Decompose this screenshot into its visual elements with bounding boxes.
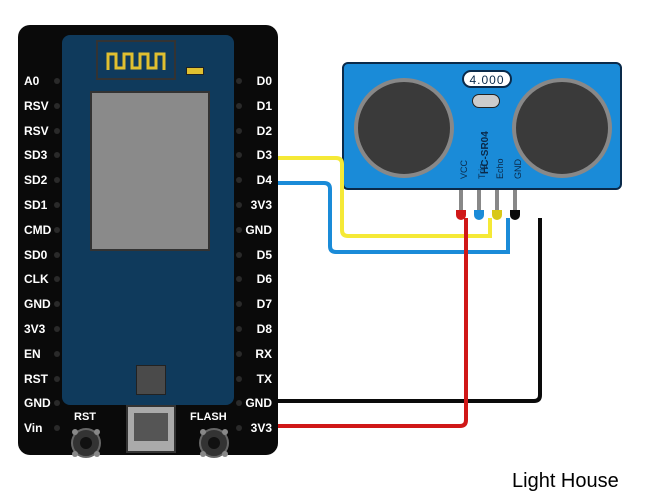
pin-right-D4: D4: [257, 173, 272, 187]
pin-hole: [54, 78, 60, 84]
pin-hole: [54, 202, 60, 208]
sensor-pin-tip-Echo: [492, 210, 502, 220]
pin-hole: [54, 103, 60, 109]
sensor-pin-label-GND: GND: [513, 159, 523, 179]
pin-right-D0: D0: [257, 74, 272, 88]
pin-hole: [54, 128, 60, 134]
sensor-display: 4.000: [462, 70, 512, 88]
sensor-pin-tip-Trig: [474, 210, 484, 220]
pin-hole: [54, 227, 60, 233]
antenna-module: [96, 40, 176, 80]
pin-right-D5: D5: [257, 248, 272, 262]
pin-left-RST: RST: [24, 372, 48, 386]
pin-right-D7: D7: [257, 297, 272, 311]
ultrasonic-sensor: 4.000 HC-SR04 VCCTrigEchoGND: [342, 62, 622, 190]
mcu-board: A0 RSV RSV SD3 SD2 SD1 CMD SD0 CLK GND 3V3 EN RST GND…: [18, 25, 278, 455]
pin-hole: [54, 252, 60, 258]
pin-hole: [236, 425, 242, 431]
pin-left-3V3: 3V3: [24, 322, 45, 336]
rf-shield: [90, 91, 210, 251]
pin-hole: [236, 301, 242, 307]
pin-right-3V3: 3V3: [251, 421, 272, 435]
sensor-pin-label-Echo: Echo: [495, 158, 505, 179]
pin-left-CLK: CLK: [24, 272, 49, 286]
pin-hole: [54, 376, 60, 382]
pin-hole: [54, 301, 60, 307]
page-title: Light House: [512, 470, 619, 493]
pin-hole: [236, 227, 242, 233]
pin-hole: [236, 103, 242, 109]
pin-hole: [54, 351, 60, 357]
pin-hole: [54, 152, 60, 158]
rst-button[interactable]: [68, 425, 104, 461]
pin-right-D3: D3: [257, 148, 272, 162]
sensor-pin-tip-GND: [510, 210, 520, 220]
pin-left-GND: GND: [24, 297, 51, 311]
pin-hole: [236, 326, 242, 332]
pin-hole: [236, 351, 242, 357]
pin-hole: [236, 252, 242, 258]
pin-right-D6: D6: [257, 272, 272, 286]
pin-hole: [236, 177, 242, 183]
pin-hole: [54, 177, 60, 183]
crystal: [472, 94, 500, 108]
pin-right-GND: GND: [245, 223, 272, 237]
led-indicator: [186, 67, 204, 75]
pin-hole: [54, 400, 60, 406]
pin-right-D1: D1: [257, 99, 272, 113]
pin-left-Vin: Vin: [24, 421, 42, 435]
pin-left-RSV: RSV: [24, 99, 49, 113]
pin-left-GND: GND: [24, 396, 51, 410]
pin-hole: [236, 400, 242, 406]
pin-right-RX: RX: [255, 347, 272, 361]
pin-hole: [236, 128, 242, 134]
pin-hole: [236, 276, 242, 282]
pin-left-RSV: RSV: [24, 124, 49, 138]
pin-hole: [236, 152, 242, 158]
pin-left-A0: A0: [24, 74, 39, 88]
pin-hole: [236, 202, 242, 208]
flash-button-label: FLASH: [190, 411, 227, 423]
pin-left-EN: EN: [24, 347, 41, 361]
antenna-icon: [98, 42, 174, 78]
transducer-right: [512, 78, 612, 178]
pin-right-TX: TX: [257, 372, 272, 386]
pin-hole: [54, 326, 60, 332]
pin-right-D2: D2: [257, 124, 272, 138]
pin-left-SD3: SD3: [24, 148, 47, 162]
pin-right-D8: D8: [257, 322, 272, 336]
sensor-pin-label-Trig: Trig: [477, 164, 487, 179]
pin-hole: [54, 276, 60, 282]
transducer-left: [354, 78, 454, 178]
pin-left-CMD: CMD: [24, 223, 51, 237]
pin-left-SD2: SD2: [24, 173, 47, 187]
pin-left-SD1: SD1: [24, 198, 47, 212]
flash-button[interactable]: [196, 425, 232, 461]
chip-1: [136, 365, 166, 395]
pin-right-3V3: 3V3: [251, 198, 272, 212]
pin-left-SD0: SD0: [24, 248, 47, 262]
pin-hole: [236, 78, 242, 84]
rst-button-label: RST: [74, 411, 96, 423]
sensor-pin-label-VCC: VCC: [459, 160, 469, 179]
pin-hole: [54, 425, 60, 431]
pin-hole: [236, 376, 242, 382]
sensor-pin-tip-VCC: [456, 210, 466, 220]
pin-right-GND: GND: [245, 396, 272, 410]
usb-port: [126, 405, 176, 453]
